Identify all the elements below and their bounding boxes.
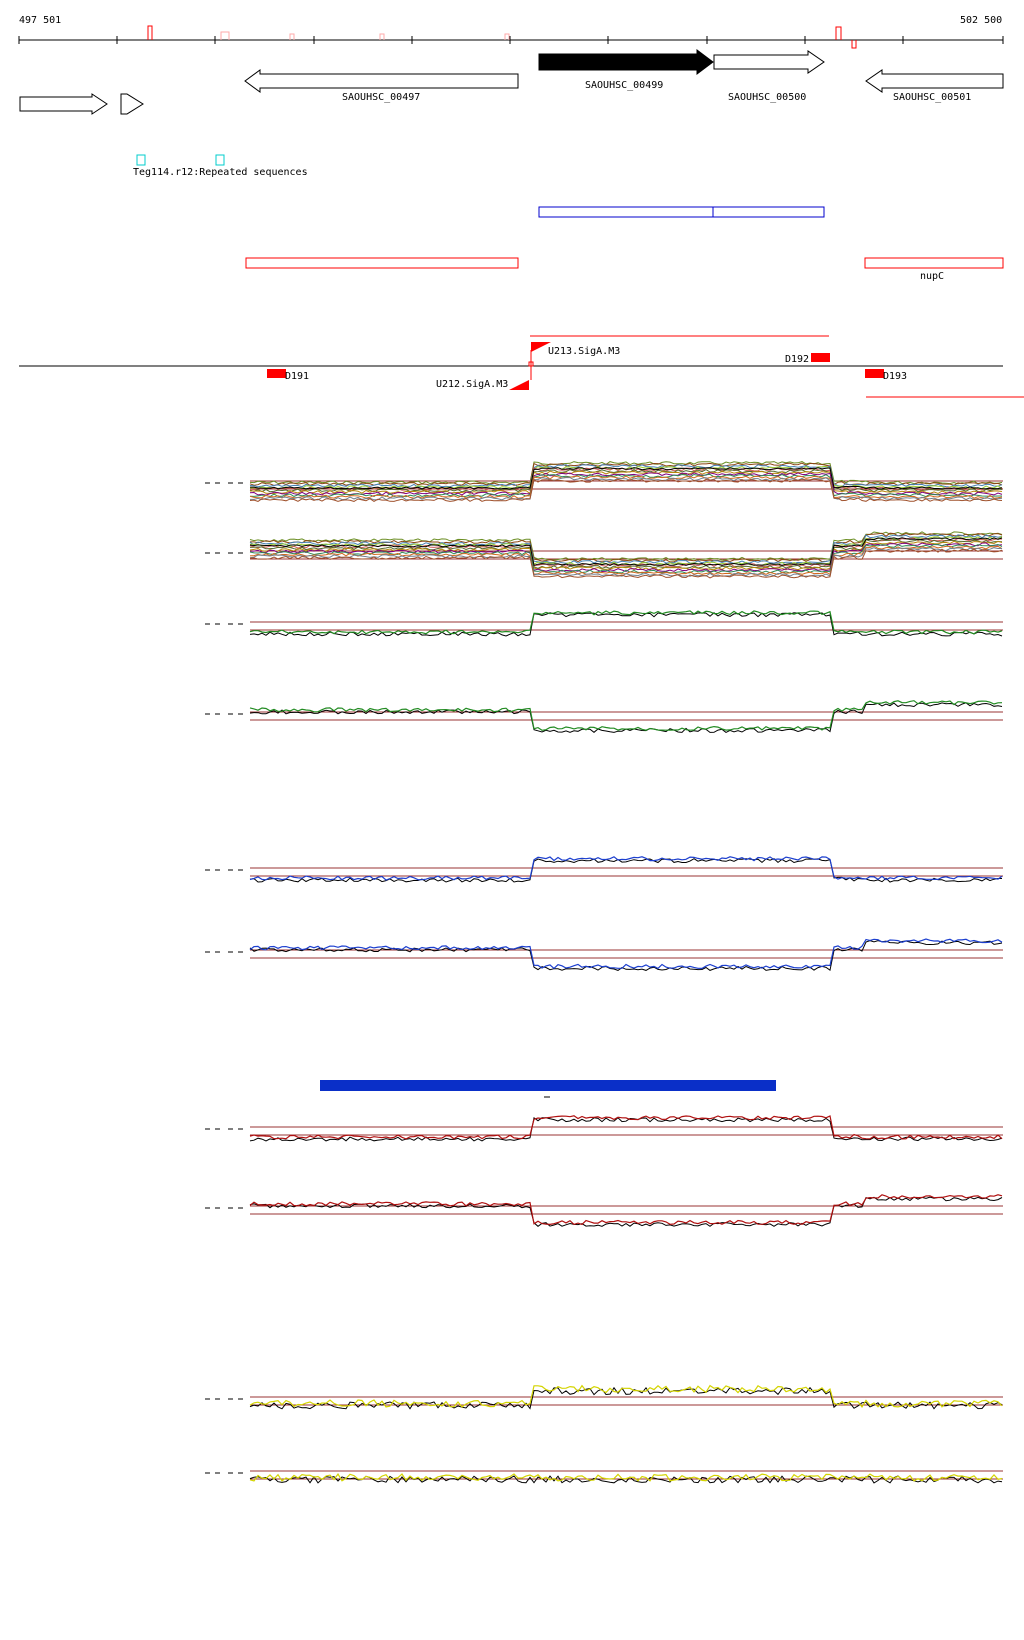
- feature-track: D191 U212.SigA.M3 U213.SigA.M3 D192 D193: [19, 335, 1024, 398]
- feature-label-u212: U212.SigA.M3: [436, 379, 508, 390]
- track-line-multi-minus: [249, 537, 1003, 566]
- gene-arrow-small-2[interactable]: [120, 93, 144, 115]
- gene-label-00500: SAOUHSC_00500: [728, 92, 806, 103]
- repeat-label: Teg114.r12:Repeated sequences: [133, 167, 308, 178]
- feature-d191[interactable]: [267, 369, 286, 378]
- track-line-yellow-minus: [249, 1473, 1003, 1482]
- track-line-multi-minus: [249, 540, 1003, 571]
- feature-label-d193: D193: [883, 371, 907, 382]
- track-line-blue-plus: [249, 856, 1003, 881]
- repeat-track: Teg114.r12:Repeated sequences: [133, 154, 308, 178]
- track-line-multi-minus: [249, 534, 1003, 564]
- gene-saouhsc-00500[interactable]: [713, 50, 825, 74]
- track-line-green-minus-ref: [249, 702, 1003, 733]
- feature-d193[interactable]: [865, 369, 884, 378]
- repeat-marker-1[interactable]: [136, 154, 146, 166]
- feature-u213[interactable]: [531, 342, 551, 352]
- feature-u212[interactable]: [509, 380, 529, 390]
- track-line-multi-minus: [249, 543, 1003, 574]
- start-coordinate: 497 501: [19, 15, 61, 26]
- gene-label-00501: SAOUHSC_00501: [893, 92, 971, 103]
- operon-red-00497[interactable]: [245, 257, 519, 269]
- coordinate-ruler: 497 501 502 500: [18, 15, 1004, 49]
- track-line-green-plus: [249, 610, 1003, 635]
- track-line-green-minus: [249, 700, 1003, 731]
- gene-arrow-left-small[interactable]: [19, 93, 108, 115]
- feature-label-u213: U213.SigA.M3: [548, 346, 620, 357]
- track-line-multi-plus: [249, 475, 1003, 499]
- operon-red-00501[interactable]: [864, 257, 1004, 269]
- track-line-red-plus: [249, 1115, 1003, 1140]
- track-line-red-minus: [249, 1194, 1003, 1226]
- feature-label-d191: D191: [285, 371, 309, 382]
- track-line-multi-plus: [250, 467, 1003, 490]
- track-line-multi-minus: [249, 531, 1003, 561]
- track-line-yellow-plus: [249, 1384, 1003, 1408]
- gene-label-00497: SAOUHSC_00497: [342, 92, 420, 103]
- track-line-red-minus-ref: [249, 1196, 1003, 1227]
- gene-saouhsc-00499[interactable]: [538, 49, 714, 75]
- operon-track: nupC: [245, 206, 1004, 282]
- repeat-marker-2[interactable]: [215, 154, 225, 166]
- blue-annotation-bar[interactable]: [320, 1080, 776, 1091]
- track-line-multi-plus: [250, 477, 1003, 501]
- track-line-multi-plus: [249, 478, 1003, 502]
- track-line-multi-minus: [249, 548, 1003, 579]
- track-line-multi-minus: [249, 547, 1002, 577]
- gene-track: SAOUHSC_00497 SAOUHSC_00499 SAOUHSC_0050…: [19, 49, 1004, 115]
- track-line-multi-plus: [250, 470, 1003, 495]
- track-line-multi-plus: [249, 461, 1003, 485]
- track-line-yellow-plus-ref: [249, 1386, 1003, 1410]
- operon-label-nupc: nupC: [920, 271, 944, 282]
- gene-label-00499: SAOUHSC_00499: [585, 80, 663, 91]
- track-line-red-plus-ref: [249, 1116, 1003, 1142]
- track-line-multi-plus: [249, 464, 1003, 488]
- track-line-blue-minus: [249, 938, 1003, 970]
- track-line-blue-minus-ref: [249, 940, 1003, 972]
- gene-saouhsc-00501[interactable]: [865, 69, 1004, 93]
- track-line-yellow-minus-ref: [249, 1475, 1003, 1484]
- gene-saouhsc-00497[interactable]: [244, 69, 519, 93]
- feature-label-d192: D192: [785, 354, 809, 365]
- feature-d192[interactable]: [811, 353, 830, 362]
- operon-blue[interactable]: [538, 206, 825, 218]
- track-line-multi-minus: [250, 532, 1003, 563]
- end-coordinate: 502 500: [960, 15, 1002, 26]
- expression-tracks: [205, 461, 1003, 1484]
